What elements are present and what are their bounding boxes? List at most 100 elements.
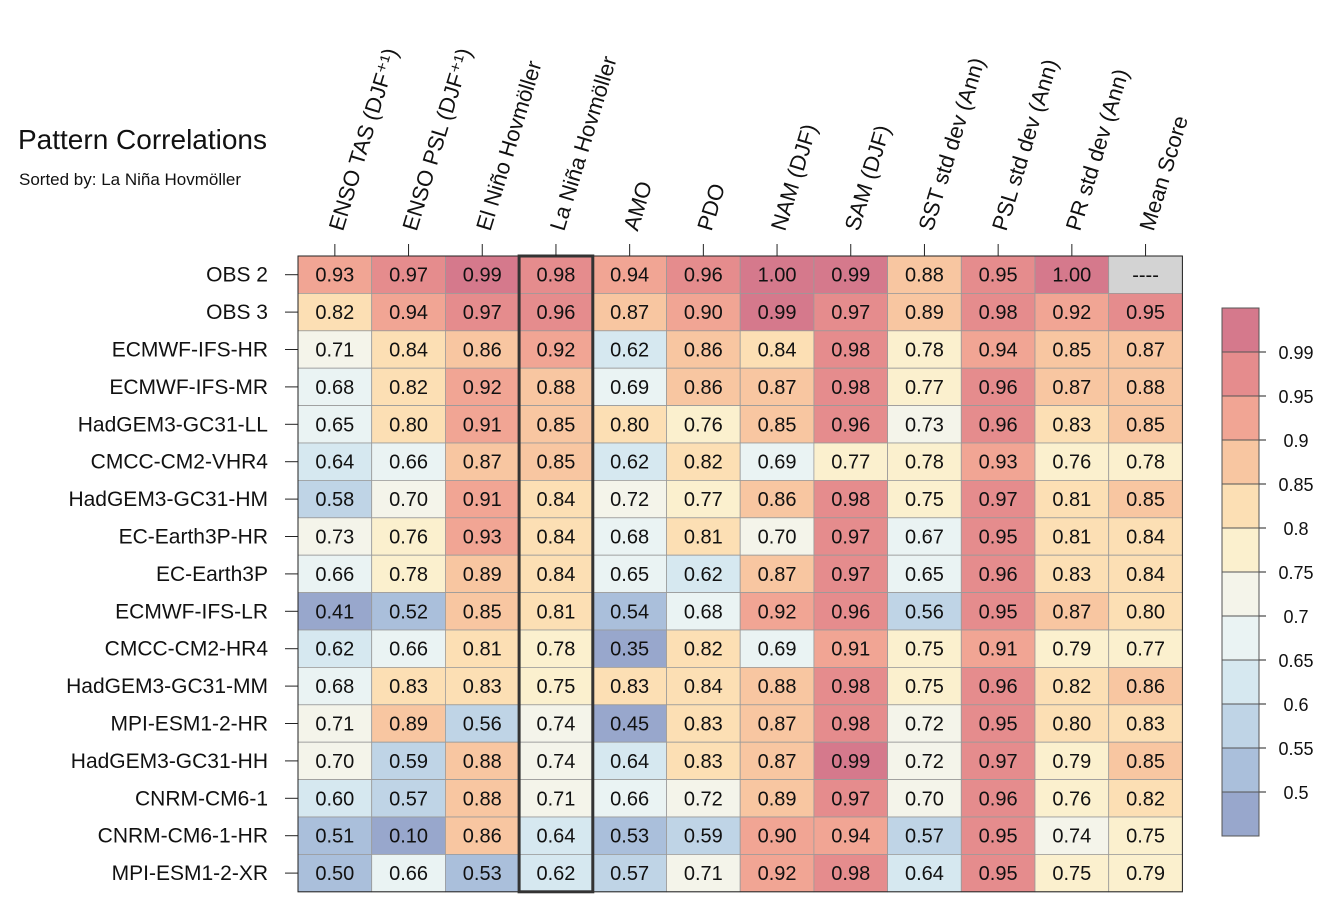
- heatmap-cell: [518, 292, 594, 332]
- row-label: HadGEM3-GC31-LL: [78, 413, 268, 436]
- cell-value-label: 0.82: [1052, 676, 1091, 698]
- heatmap-cell: [813, 442, 889, 481]
- cell-value-label: 0.93: [979, 452, 1018, 474]
- heatmap-cell: [592, 667, 667, 706]
- cell-value-label: 0.83: [389, 676, 428, 698]
- heatmap-cell: [444, 779, 520, 818]
- cell-value-label: 0.92: [536, 340, 575, 362]
- cell-value-label: 0.85: [463, 601, 502, 623]
- cell-value-label: 0.91: [979, 639, 1018, 661]
- heatmap-cell: [666, 816, 741, 855]
- cell-value-label: 0.62: [536, 863, 575, 885]
- cell-value-label: 0.71: [315, 340, 354, 362]
- cell-value-label: 0.83: [1126, 714, 1165, 736]
- cell-value-label: 0.94: [610, 265, 649, 287]
- heatmap-cell: [297, 255, 373, 294]
- cell-value-label: 0.64: [315, 452, 354, 474]
- heatmap-cell: [1034, 330, 1110, 369]
- cell-value-label: 0.84: [536, 564, 575, 586]
- heatmap-cell: [739, 292, 815, 332]
- heatmap-cell: [1034, 405, 1110, 444]
- heatmap-cell: [371, 667, 446, 706]
- cell-value-label: 0.99: [831, 265, 870, 287]
- cell-value-label: 0.97: [389, 265, 428, 287]
- cell-value-label: 0.96: [979, 676, 1018, 698]
- cell-value-label: 0.64: [610, 751, 649, 773]
- colorbar-segment: [1222, 528, 1259, 573]
- colorbar-tick-label: 0.65: [1278, 651, 1313, 671]
- heatmap-cell: [297, 592, 373, 631]
- cell-value-label: 0.77: [905, 377, 944, 399]
- cell-value-label: 0.95: [1126, 302, 1165, 324]
- cell-value-label: 0.53: [463, 863, 502, 885]
- cell-value-label: 0.85: [536, 414, 575, 436]
- cell-value-label: 0.78: [1126, 452, 1165, 474]
- row-label: ECMWF-IFS-MR: [109, 376, 268, 399]
- cell-value-label: 0.66: [610, 788, 649, 810]
- cell-value-label: 0.98: [831, 340, 870, 362]
- heatmap-cell: [1034, 255, 1110, 294]
- heatmap-cell: [813, 517, 889, 556]
- cell-value-label: 0.87: [758, 714, 797, 736]
- colorbar-tick-label: 0.55: [1278, 739, 1313, 759]
- cell-value-label: 0.97: [831, 564, 870, 586]
- cell-value-label: 0.89: [389, 714, 428, 736]
- chart-subtitle: Sorted by: La Niña Hovmöller: [19, 170, 242, 189]
- cell-value-label: 0.78: [905, 340, 944, 362]
- column-label: AMO: [619, 178, 658, 233]
- heatmap-cell: [518, 330, 594, 369]
- cell-value-label: 0.83: [684, 714, 723, 736]
- column-label: Mean Score: [1134, 113, 1193, 234]
- heatmap-cell: [813, 779, 889, 818]
- cell-value-label: 0.70: [315, 751, 354, 773]
- heatmap-cell: [371, 442, 446, 481]
- cell-value-label: 0.45: [610, 714, 649, 736]
- row-label: CNRM-CM6-1-HR: [98, 825, 268, 848]
- cell-value-label: 0.87: [1052, 601, 1091, 623]
- cell-value-label: 0.97: [463, 302, 502, 324]
- heatmap-cell: [887, 405, 962, 444]
- heatmap-cell: [592, 442, 667, 481]
- heatmap-cell: [371, 330, 446, 369]
- cell-value-label: 0.81: [536, 601, 575, 623]
- cell-value-label: 0.71: [315, 714, 354, 736]
- cell-value-label: 0.85: [758, 414, 797, 436]
- cell-value-label: 0.72: [905, 714, 944, 736]
- cell-value-label: 0.98: [831, 863, 870, 885]
- heatmap-cell: [1108, 442, 1183, 481]
- cell-value-label: 0.72: [610, 489, 649, 511]
- cell-value-label: 0.92: [463, 377, 502, 399]
- row-label: HadGEM3-GC31-HM: [68, 488, 268, 511]
- grid-border: [297, 255, 1183, 893]
- heatmap-cell: [887, 629, 962, 668]
- colorbar-segment: [1222, 572, 1259, 617]
- heatmap-cell: [960, 667, 1036, 706]
- heatmap-cell: [739, 479, 815, 519]
- heatmap-cell: [960, 704, 1036, 743]
- colorbar-tick-label: 0.6: [1283, 695, 1308, 715]
- heatmap-cell: [739, 592, 815, 631]
- cell-value-label: 0.91: [831, 639, 870, 661]
- cell-value-label: 0.70: [905, 788, 944, 810]
- heatmap-cell: [960, 292, 1036, 332]
- heatmap-cell: [666, 292, 741, 332]
- heatmap-cell: [1108, 517, 1183, 556]
- cell-value-label: 0.91: [463, 414, 502, 436]
- heatmap-cell: [592, 854, 667, 893]
- heatmap-cell: [960, 330, 1036, 369]
- heatmap-cell: [960, 517, 1036, 556]
- heatmap-cell: [1108, 479, 1183, 519]
- colorbar-tick-label: 0.5: [1283, 783, 1308, 803]
- heatmap-cell: [739, 816, 815, 855]
- cell-value-label: 0.84: [536, 527, 575, 549]
- cell-value-label: 0.87: [463, 452, 502, 474]
- heatmap-cell: [960, 405, 1036, 444]
- heatmap-cell: [887, 442, 962, 481]
- heatmap-cell: [960, 442, 1036, 481]
- heatmap-cell: [1034, 629, 1110, 668]
- cell-value-label: 0.88: [905, 265, 944, 287]
- heatmap-cell: [1034, 704, 1110, 743]
- cell-value-label: 0.88: [1126, 377, 1165, 399]
- cell-value-label: 0.75: [905, 676, 944, 698]
- heatmap-cell: [1034, 479, 1110, 519]
